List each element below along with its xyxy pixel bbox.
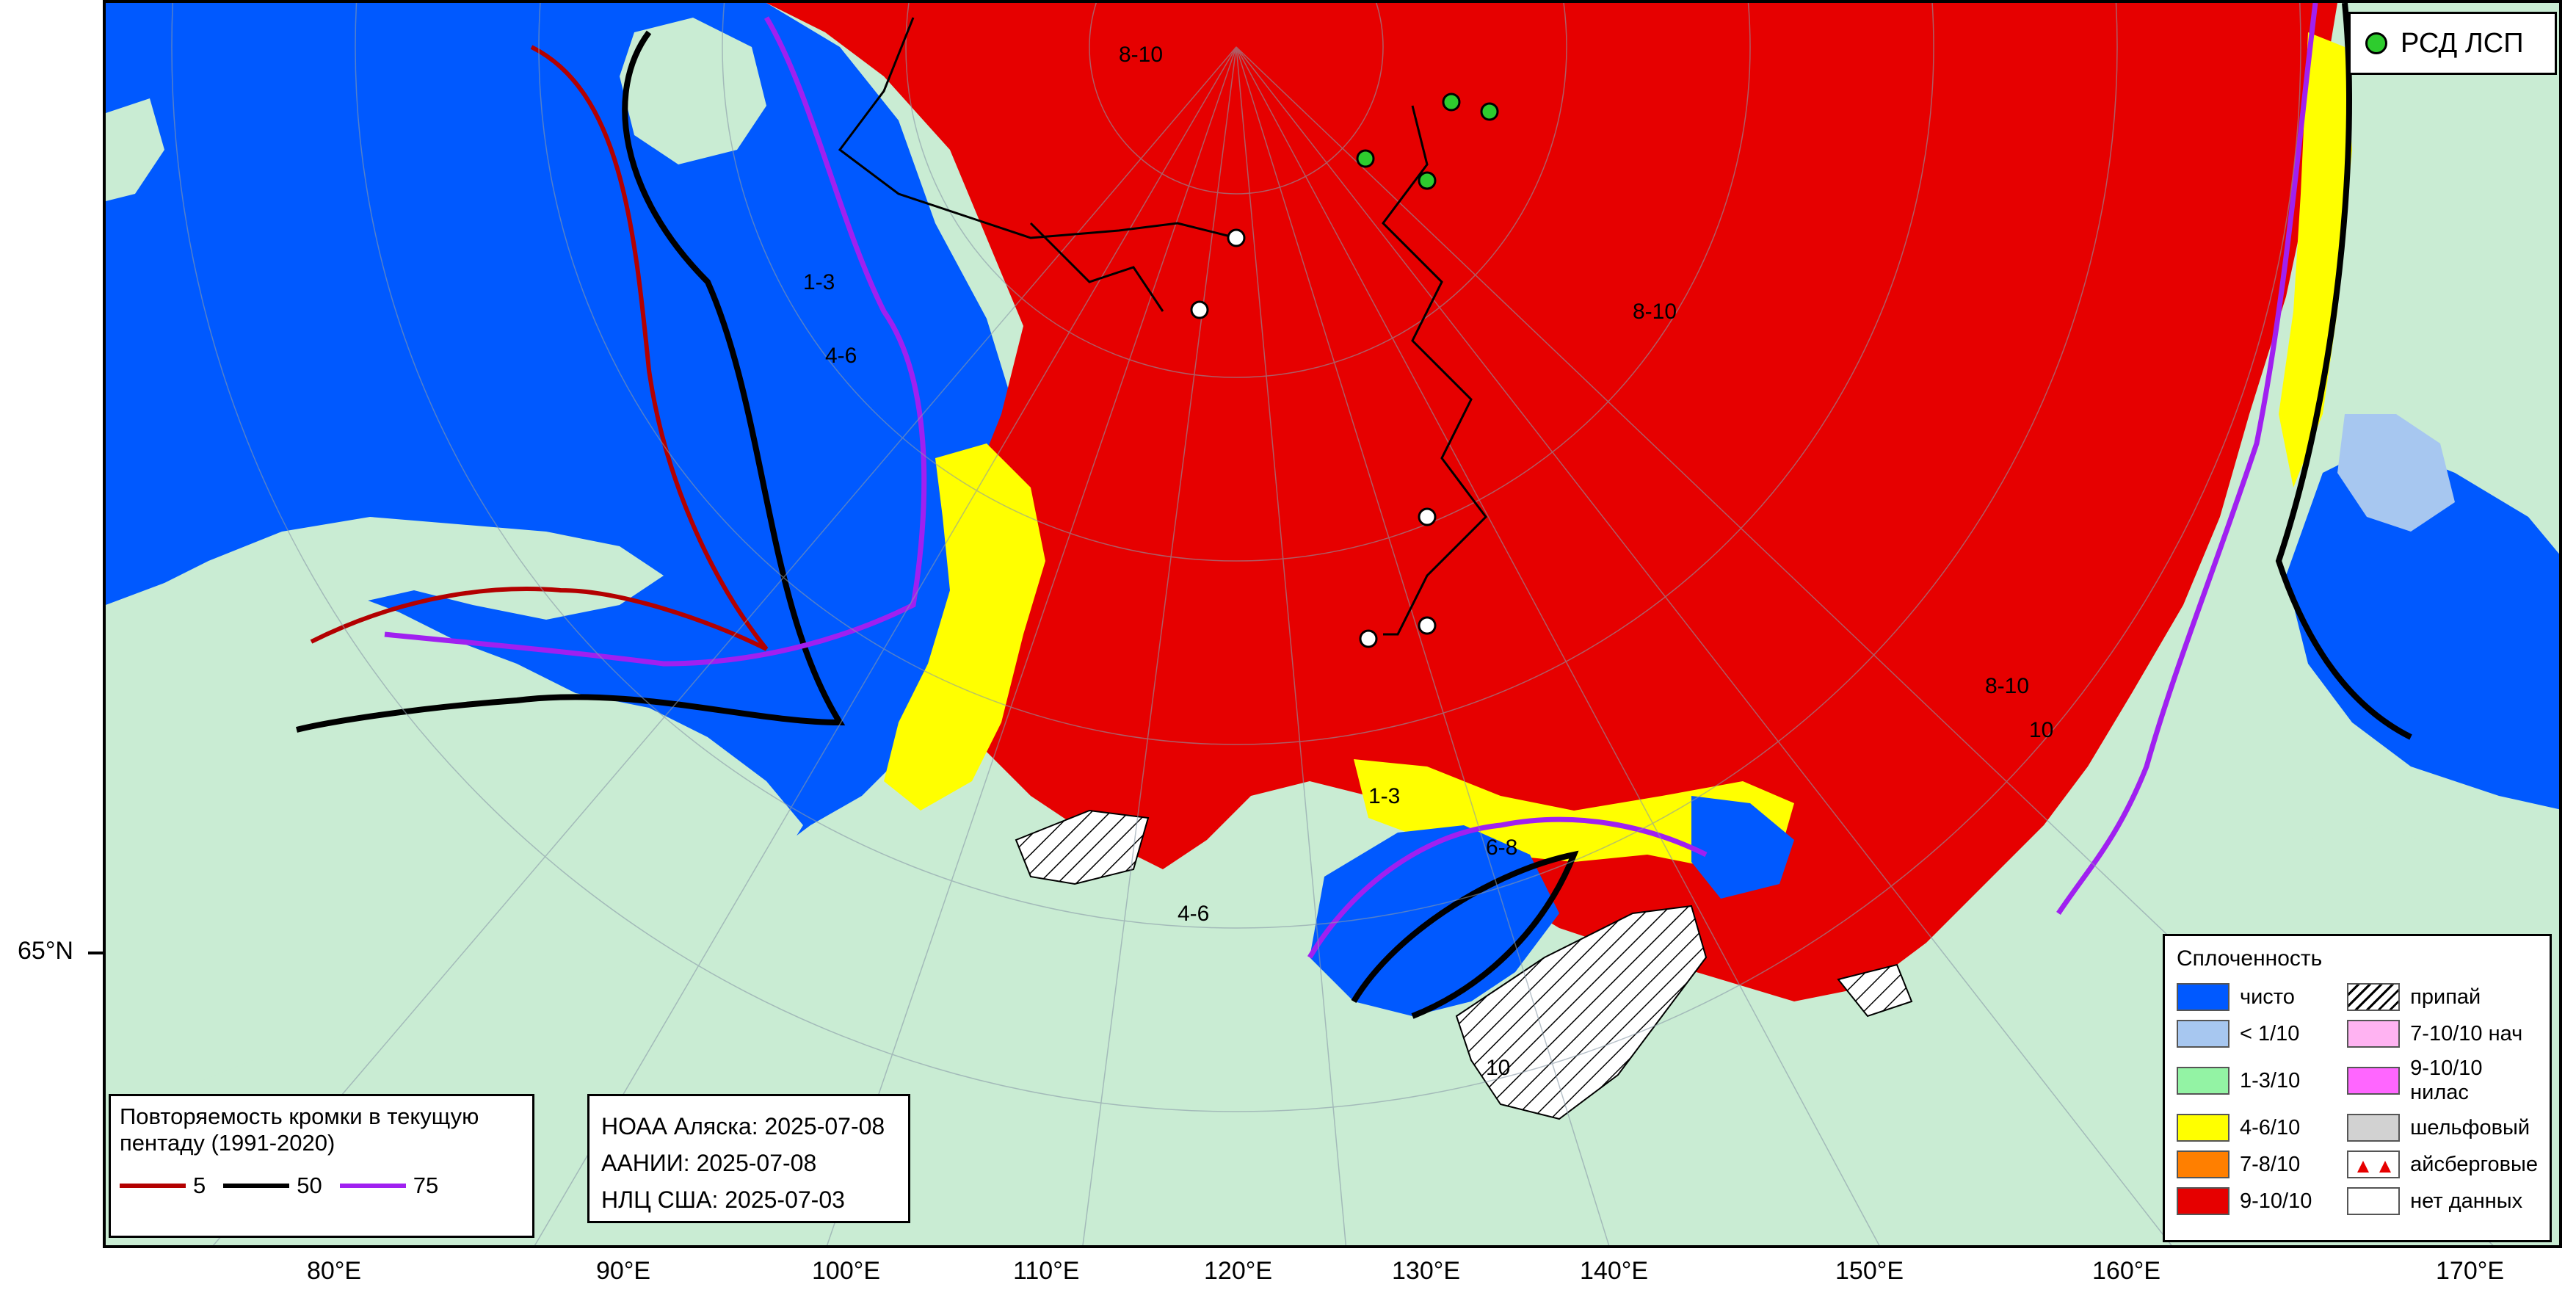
zone-label: 10	[2029, 718, 2053, 742]
zone-label: 6-8	[1486, 836, 1517, 860]
iceberg-icon	[2357, 1161, 2392, 1173]
lon-label: 90°E	[596, 1257, 651, 1285]
zone-label: 1-3	[803, 270, 835, 294]
zone-label: 8-10	[1985, 674, 2029, 698]
concentration-legend-title: Сплоченность	[2177, 946, 2323, 971]
freq75-line-east	[2056, 3, 2318, 915]
stations-legend: РСД ЛСП	[2348, 12, 2557, 75]
buoy-white	[1418, 616, 1437, 635]
severnaya-zemlya	[620, 18, 766, 164]
swatch-1-3	[2177, 1067, 2229, 1095]
pack-ice-main	[766, 3, 2337, 1001]
lon-label: 100°E	[812, 1257, 881, 1285]
legend-item: 9-10/10 нилас	[2347, 1057, 2538, 1105]
swatch-4-6	[2177, 1114, 2229, 1142]
swatch-9-10-nilas	[2347, 1067, 2401, 1095]
lon-label: 160°E	[2092, 1257, 2161, 1285]
freq50-line	[296, 30, 846, 733]
buoy-white	[1359, 629, 1378, 648]
freq75-line	[384, 16, 927, 667]
station-green	[1356, 149, 1375, 168]
legend-item: < 1/10	[2177, 1020, 2340, 1048]
legend-item: чисто	[2177, 983, 2340, 1011]
freq50-line-east	[2275, 3, 2412, 740]
legend-item: 1-3/10	[2177, 1057, 2340, 1105]
station-green	[1418, 171, 1437, 190]
legend-item: 7-8/10	[2177, 1150, 2340, 1178]
legend-item: 9-10/10	[2177, 1187, 2340, 1215]
station-icon	[2365, 32, 2387, 54]
swatch-7-10-new	[2347, 1020, 2401, 1048]
ice-map: 8-10 1-3 4-6 6-8 10 1-3 8-10 1-3 4-6 8-1…	[106, 3, 2559, 1245]
swatch-icebergs	[2347, 1150, 2401, 1178]
zone-4-6-west	[884, 443, 1045, 811]
source-line: НЛЦ США: 2025-07-03	[601, 1186, 845, 1213]
zone-label: 1-3	[1368, 784, 1400, 808]
buoy-points	[1190, 93, 1499, 648]
zone-label: 8-10	[1633, 300, 1677, 324]
zone-label: 8-10	[1119, 43, 1163, 67]
buoy-white	[1418, 507, 1437, 526]
lon-label: 80°E	[307, 1257, 362, 1285]
frequency-legend: Повторяемость кромки в текущую пентаду (…	[109, 1094, 534, 1238]
station-green	[1442, 93, 1461, 112]
lon-label: 120°E	[1204, 1257, 1273, 1285]
station-green	[1480, 102, 1499, 121]
lat-tick	[88, 952, 104, 954]
east-lt-1-10	[2337, 414, 2455, 532]
legend-item: припай	[2347, 983, 2538, 1011]
freq-line-5: 5	[120, 1173, 206, 1199]
taymyr-land	[106, 576, 803, 1119]
concentration-legend-grid: чисто припай < 1/10 7-10/10 нач 1-3/10 9…	[2177, 983, 2538, 1215]
lon-label: 110°E	[1013, 1257, 1080, 1285]
lon-label: 170°E	[2436, 1257, 2505, 1285]
legend-item: нет данных	[2347, 1187, 2538, 1215]
fast-ice-khatanga	[1015, 809, 1150, 885]
buoy-white	[1227, 228, 1246, 247]
source-line: ААНИИ: 2025-07-08	[601, 1150, 817, 1176]
zone-label: 10	[1486, 1056, 1510, 1080]
swatch-shelf	[2347, 1114, 2401, 1142]
new-siberian-open-water	[1691, 796, 1794, 899]
fast-ice-indigirka	[1837, 963, 1913, 1018]
map-area: 8-10 1-3 4-6 6-8 10 1-3 8-10 1-3 4-6 8-1…	[103, 0, 2562, 1248]
zone-4-6-east	[2279, 32, 2352, 488]
buoy-track-1	[838, 17, 1237, 239]
legend-item: 7-10/10 нач	[2347, 1020, 2538, 1048]
legend-item: айсберговые	[2347, 1150, 2538, 1178]
buoy-track-2	[1029, 222, 1164, 312]
buoy-track-3	[1382, 105, 1487, 636]
zone-label: 4-6	[825, 344, 857, 368]
stations-legend-label: РСД ЛСП	[2401, 27, 2524, 59]
lon-label: 140°E	[1580, 1257, 1649, 1285]
east-open-water	[2286, 443, 2559, 810]
buoy-white	[1190, 300, 1209, 319]
data-sources: НОАА Аляска: 2025-07-08 ААНИИ: 2025-07-0…	[587, 1094, 910, 1223]
concentration-legend: Сплоченность чисто припай < 1/10 7-10/10…	[2163, 934, 2552, 1242]
freq-line-50: 50	[223, 1173, 322, 1199]
swatch-no-data	[2347, 1187, 2401, 1215]
lon-label: 150°E	[1835, 1257, 1904, 1285]
frequency-legend-title: Повторяемость кромки в текущую пентаду (…	[120, 1104, 479, 1156]
swatch-7-8	[2177, 1150, 2229, 1178]
lon-label: 130°E	[1392, 1257, 1461, 1285]
lat-label: 65°N	[18, 937, 73, 965]
legend-item: шельфовый	[2347, 1114, 2538, 1142]
swatch-open-water	[2177, 983, 2229, 1011]
zone-label: 4-6	[1178, 902, 1209, 926]
freq75-line-center	[1307, 816, 1708, 959]
swatch-fast-ice	[2347, 983, 2401, 1011]
source-line: НОАА Аляска: 2025-07-08	[601, 1113, 885, 1139]
swatch-lt-1-10	[2177, 1020, 2229, 1048]
island-west	[106, 98, 164, 201]
swatch-9-10	[2177, 1187, 2229, 1215]
fast-ice-yana	[1455, 905, 1708, 1120]
chukotka-land	[2367, 3, 2559, 441]
freq50-line-lena	[1351, 850, 1579, 1019]
legend-item: 4-6/10	[2177, 1114, 2340, 1142]
freq-line-75: 75	[339, 1173, 438, 1199]
